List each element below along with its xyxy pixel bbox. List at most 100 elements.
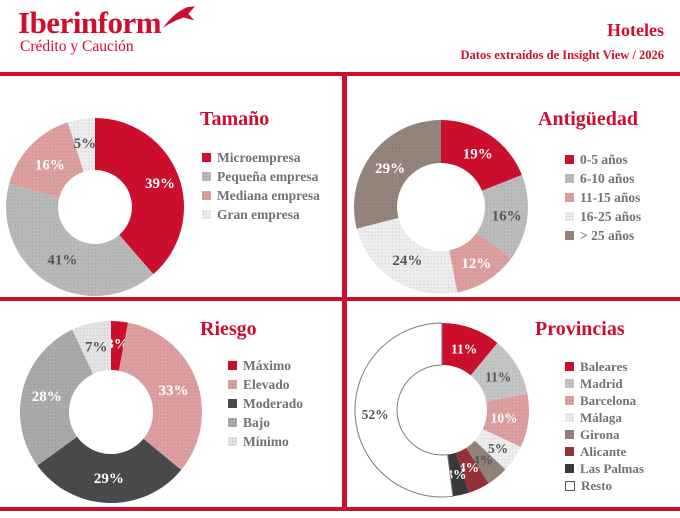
legend-color-chip [565,193,574,202]
pie-slice-resto [354,322,454,498]
report-header: Hoteles Datos extraídos de Insight View … [461,21,664,63]
slice-value-label-maximo: 3% [106,336,129,352]
legend-label: Las Palmas [580,460,644,476]
legend-item-minimo: Mínimo [228,432,303,451]
slice-dot-texture [67,118,95,172]
slice-dot-texture [111,321,129,371]
legend-color-chip [202,153,211,162]
slice-dot-texture [482,393,530,448]
slice-dot-texture [356,217,458,295]
slice-dot-texture [37,436,182,504]
legend-label: Pequeña empresa [217,168,319,184]
donut-chart-provincias: 11%11%10%5%4%4%3%52% [354,322,530,498]
legend-label: Mínimo [243,433,289,449]
legend-label: Microempresa [217,149,301,165]
legend-item-11-15-anos: 11-15 años [565,188,641,207]
legend-label: Elevado [243,376,290,392]
iberinform-logo: Iberinform Crédito y Caución [18,5,196,56]
quadrant-provincias: 11% 11% 10% 5% 4% 4% 3% 52% Provincias Baleares… [347,301,680,505]
divider-middle [0,297,680,301]
quadrant-antiguedad: 19% 16% 12% 24% 29% Antigüedad 0-5 años 6-10 … [347,76,680,297]
legend-label: Moderado [243,395,303,411]
legend-label: Málaga [580,409,622,425]
legend-label: Mediana empresa [217,187,320,203]
legend-item-las-palmas: Las Palmas [565,460,644,477]
slice-value-label-elevado: 33% [159,383,189,399]
legend-color-chip [565,480,575,491]
slice-value-label-alicante: 4% [459,460,479,475]
slice-value-label-11-15-anos: 12% [461,256,491,272]
slice-value-label-6-10-anos: 16% [492,209,522,225]
legend-label: Bajo [243,414,270,430]
slice-dot-texture [118,322,203,471]
quadrant-riesgo: 3% 33% 29% 28% 7% Riesgo Máximo Elevado Modera… [0,301,342,505]
swallow-bird-icon [163,6,196,28]
slice-dot-texture [470,342,528,402]
legend-color-chip [565,396,574,405]
legend-item-moderado: Moderado [228,394,303,413]
slice-value-label-25-anos: 29% [375,161,405,177]
legend-item-gran-empresa: Gran empresa [202,205,320,224]
legend-color-chip [228,361,237,370]
slice-dot-texture [449,232,512,293]
slice-value-label-mediana-empresa: 16% [35,157,65,173]
legend-color-chip [565,430,574,439]
chart-title-provincias: Provincias [535,318,625,340]
legend-label: 16-25 años [580,208,642,224]
slice-value-label-minimo: 7% [85,340,108,356]
legend-item-25-anos: > 25 años [565,226,641,245]
legend-color-chip [565,447,574,456]
slice-value-label-las-palmas: 3% [446,467,466,482]
legend-color-chip [228,437,237,446]
quadrant-tamano: 39% 41% 16% 5% Tamaño Microempresa Pequeña e… [0,76,342,297]
slice-value-label-16-25-anos: 24% [392,253,422,269]
slice-value-label-malaga: 5% [488,441,508,456]
legend-item-mediana-empresa: Mediana empresa [202,186,320,205]
logo-tagline: Crédito y Caución [20,38,134,55]
slice-value-label-moderado: 29% [94,471,124,487]
slice-value-label-0-5-anos: 19% [463,146,493,162]
donut-chart-tamano: 39% 41% 16% 5% [5,118,185,297]
divider-top [0,72,680,76]
legend-color-chip [565,464,574,473]
donut-chart-riesgo: 3% 33% 29% 28% 7% [19,321,203,504]
slice-dot-texture [466,440,506,484]
logo-brand-text: Iberinform [18,5,162,40]
legend-tamano: Microempresa Pequeña empresa Mediana empre… [202,148,320,224]
slice-dot-texture [476,174,528,259]
slice-dot-texture [442,323,498,376]
legend-item-bajo: Bajo [228,413,303,432]
legend-label: Girona [580,426,620,442]
slice-dot-texture [441,120,522,191]
divider-vertical [342,72,347,511]
legend-item-pequena-empresa: Pequeña empresa [202,167,320,186]
legend-color-chip [565,212,574,221]
divider-bottom [0,507,680,511]
legend-item-elevado: Elevado [228,375,303,394]
legend-color-chip [202,172,211,181]
legend-color-chip [202,210,211,219]
report-subtitle: Datos extraídos de Insight View / 2026 [460,48,664,62]
slice-value-label-madrid: 11% [485,370,511,385]
slice-dot-texture [9,122,84,198]
slice-dot-texture [447,452,469,497]
legend-item-girona: Girona [565,426,644,443]
slice-dot-texture [353,119,441,229]
legend-color-chip [228,399,237,408]
slice-value-label-barcelona: 10% [491,411,518,426]
legend-label: Resto [581,477,613,493]
slice-dot-texture [95,118,185,275]
legend-riesgo: Máximo Elevado Moderado Bajo Mínimo [228,356,303,451]
slice-dot-texture [455,447,489,493]
legend-item-baleares: Baleares [565,358,644,375]
legend-color-chip [565,413,574,422]
legend-label: Madrid [580,375,623,391]
legend-label: Gran empresa [217,206,300,222]
legend-item-6-10-anos: 6-10 años [565,169,641,188]
slice-value-label-bajo: 28% [32,389,62,405]
slice-dot-texture [19,329,94,466]
legend-color-chip [565,231,574,240]
legend-color-chip [228,380,237,389]
slice-value-label-microempresa: 39% [145,176,175,192]
legend-label: Máximo [243,357,291,373]
